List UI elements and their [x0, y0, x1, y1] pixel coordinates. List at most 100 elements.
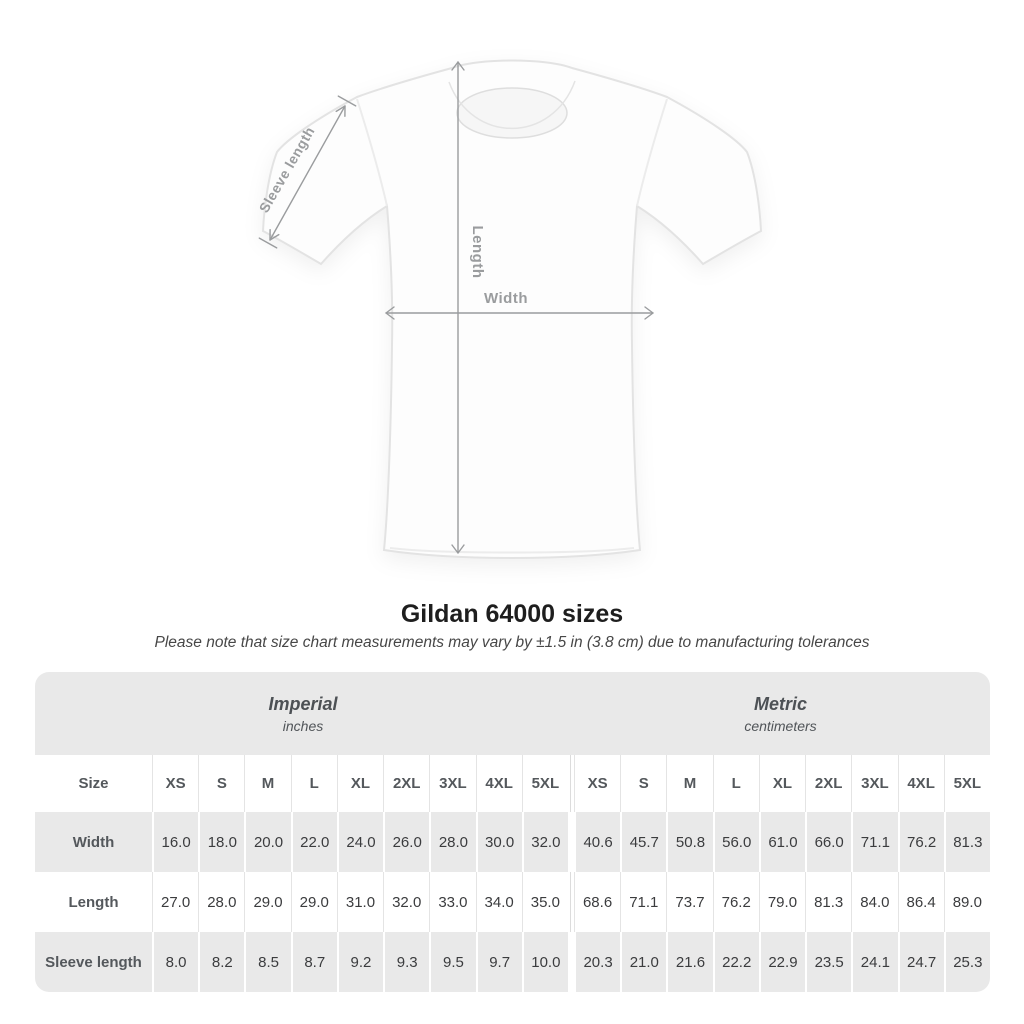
width-dimension: Width — [385, 290, 654, 320]
cell: 73.7 — [666, 872, 712, 932]
cell: 24.7 — [897, 932, 944, 992]
section-divider — [567, 812, 574, 872]
imperial-section-header: Imperial inches — [35, 672, 571, 755]
cell: 22.0 — [290, 812, 337, 872]
cell: 10.0 — [521, 932, 568, 992]
width-label: Width — [484, 290, 528, 307]
cell: 9.5 — [429, 932, 475, 992]
cell: 3XL — [851, 755, 897, 812]
cell: 35.0 — [521, 872, 568, 932]
section-divider — [567, 755, 574, 812]
row-sleeve-length-label: Sleeve length — [45, 953, 142, 971]
arrowhead-upright-icon — [335, 105, 346, 118]
cell: 71.1 — [620, 872, 666, 932]
tolerance-note: Please note that size chart measurements… — [154, 634, 870, 651]
imperial-title: Imperial — [268, 693, 338, 714]
cell: 20.3 — [573, 932, 620, 992]
row-length-label: Length — [68, 893, 119, 911]
length-dimension: Length — [451, 61, 486, 554]
cell: 8.0 — [152, 932, 198, 992]
cell: 8.2 — [198, 932, 244, 992]
cell: 50.8 — [666, 812, 712, 872]
dimension-tick — [258, 237, 278, 249]
cell: 9.3 — [383, 932, 429, 992]
metric-section-header: Metric centimeters — [571, 672, 990, 755]
cell: 79.0 — [758, 872, 805, 932]
size-table: Imperial inches Metric centimeters Size X… — [35, 672, 990, 992]
section-divider — [567, 872, 574, 932]
cell: 8.7 — [290, 932, 337, 992]
cell: 21.6 — [666, 932, 712, 992]
cell: 76.2 — [897, 812, 944, 872]
cell: 4XL — [475, 755, 522, 812]
cell: 16.0 — [152, 812, 198, 872]
arrowhead-downleft-icon — [269, 228, 280, 241]
cell: 28.0 — [198, 872, 244, 932]
row-sleeve-length: Sleeve length 8.0 8.2 8.5 8.7 9.2 9.3 9.5 9.7 10.… — [35, 932, 990, 992]
cell: 84.0 — [851, 872, 897, 932]
arrowhead-left-icon — [385, 306, 395, 320]
cell: XS — [152, 755, 198, 812]
cell: 9.7 — [475, 932, 522, 992]
cell: 81.3 — [805, 872, 851, 932]
cell: 89.0 — [943, 872, 990, 932]
dimension-tick — [337, 95, 357, 107]
size-header-row: Size XS S M L XL 2XL 3XL 4XL 5XL XS S M L XL 2XL 3XL 4XL 5… — [35, 755, 990, 812]
cell: XL — [336, 755, 383, 812]
cell: 29.0 — [244, 872, 290, 932]
cell: 76.2 — [712, 872, 759, 932]
cell: M — [244, 755, 290, 812]
cell: 3XL — [429, 755, 475, 812]
cell: 4XL — [897, 755, 944, 812]
cell: L — [290, 755, 337, 812]
cell: 27.0 — [152, 872, 198, 932]
cell: L — [712, 755, 759, 812]
cell: 22.9 — [758, 932, 805, 992]
cell: 33.0 — [429, 872, 475, 932]
cell: 31.0 — [336, 872, 383, 932]
cell: 20.0 — [244, 812, 290, 872]
cell: 24.1 — [851, 932, 897, 992]
row-width-label: Width — [72, 833, 115, 851]
tshirt-figure: Length Width Sleeve length — [256, 59, 763, 560]
collar-band-seam — [448, 80, 576, 129]
cell: 18.0 — [198, 812, 244, 872]
cell: 68.6 — [573, 872, 620, 932]
arrowhead-down-icon — [451, 544, 465, 554]
cell: 61.0 — [758, 812, 805, 872]
page-title: Gildan 64000 sizes — [400, 600, 624, 628]
cell: 5XL — [521, 755, 568, 812]
hem-seam — [389, 547, 635, 554]
cell: 40.6 — [573, 812, 620, 872]
imperial-unit: inches — [282, 717, 324, 734]
cell: 22.2 — [712, 932, 759, 992]
cell: 32.0 — [521, 812, 568, 872]
cell: 21.0 — [620, 932, 666, 992]
cell: 34.0 — [475, 872, 522, 932]
cell: 56.0 — [712, 812, 759, 872]
metric-title: Metric — [753, 693, 807, 714]
cell: 9.2 — [336, 932, 383, 992]
size-header-row-label: Size — [78, 775, 109, 792]
arrowhead-up-icon — [451, 61, 465, 71]
metric-unit: centimeters — [744, 717, 817, 734]
cell: 26.0 — [383, 812, 429, 872]
cell: 2XL — [383, 755, 429, 812]
row-length: Length 27.0 28.0 29.0 29.0 31.0 32.0 33.0 34.0 35… — [35, 872, 990, 932]
length-label: Length — [469, 226, 486, 279]
cell: 5XL — [943, 755, 990, 812]
row-width: Width 16.0 18.0 20.0 22.0 24.0 26.0 28.0 30.0 32.… — [35, 812, 990, 872]
cell: 86.4 — [897, 872, 944, 932]
table-body: Size XS S M L XL 2XL 3XL 4XL 5XL XS S M L XL 2XL 3XL 4XL 5… — [35, 755, 990, 992]
cell: S — [620, 755, 666, 812]
cell: XL — [758, 755, 805, 812]
left-sleeve-seam — [356, 98, 388, 207]
cell: S — [198, 755, 244, 812]
cell: 32.0 — [383, 872, 429, 932]
arrowhead-right-icon — [644, 306, 654, 320]
right-sleeve-seam — [636, 98, 668, 207]
cell: 45.7 — [620, 812, 666, 872]
tshirt-illustration — [261, 59, 763, 560]
cell: XS — [573, 755, 620, 812]
cell: 24.0 — [336, 812, 383, 872]
